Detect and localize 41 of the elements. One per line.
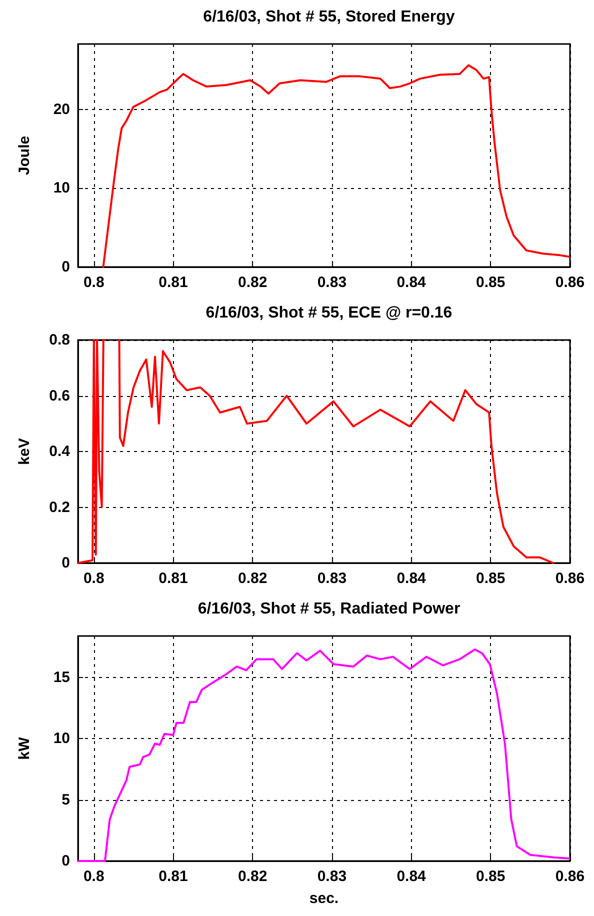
x-tick-label: 0.82 xyxy=(238,274,268,291)
chart-title: 6/16/03, Shot # 55, ECE @ r=0.16 xyxy=(206,304,452,322)
x-tick-label: 0.83 xyxy=(317,868,347,885)
x-tick-label: 0.82 xyxy=(238,868,268,885)
y-tick-label: 15 xyxy=(53,669,70,686)
x-tick-label: 0.86 xyxy=(555,274,585,291)
x-tick-label: 0.84 xyxy=(396,570,427,587)
y-tick-label: 0 xyxy=(62,554,70,572)
y-tick-label: 20 xyxy=(53,100,70,118)
y-axis-title: keV xyxy=(16,438,33,465)
x-tick-label: 0.82 xyxy=(238,570,268,587)
line-series xyxy=(102,64,570,268)
x-tick-label: 0.84 xyxy=(396,274,427,291)
y-tick-label: 0.8 xyxy=(49,332,70,348)
x-tick-label: 0.8 xyxy=(83,274,104,291)
x-tick-label: 0.86 xyxy=(555,868,585,885)
x-tick-label: 0.8 xyxy=(83,868,104,885)
y-tick-label: 0 xyxy=(62,258,70,276)
y-tick-label: 0 xyxy=(62,852,70,870)
x-tick-label: 0.84 xyxy=(396,868,427,885)
y-tick-label: 5 xyxy=(62,791,70,808)
y-tick-label: 10 xyxy=(53,180,70,197)
y-tick-label: 10 xyxy=(53,730,70,748)
x-axis-title: sec. xyxy=(309,890,339,907)
chart-title: 6/16/03, Shot # 55, Stored Energy xyxy=(203,8,455,26)
y-tick-label: 0.4 xyxy=(49,443,71,460)
y-axis-title: Joule xyxy=(16,136,33,176)
x-tick-label: 0.81 xyxy=(158,570,188,587)
x-tick-label: 0.85 xyxy=(476,570,506,587)
x-tick-label: 0.85 xyxy=(476,868,506,885)
x-tick-label: 0.81 xyxy=(158,868,188,885)
x-tick-label: 0.83 xyxy=(317,274,347,291)
x-tick-label: 0.83 xyxy=(317,570,347,587)
x-tick-label: 0.8 xyxy=(83,570,104,587)
chart-title: 6/16/03, Shot # 55, Radiated Power xyxy=(198,600,460,618)
x-tick-label: 0.86 xyxy=(555,570,585,587)
y-tick-label: 0.6 xyxy=(49,387,70,404)
y-tick-label: 0.2 xyxy=(49,498,70,516)
x-tick-label: 0.81 xyxy=(158,274,188,291)
y-axis-title: kW xyxy=(16,736,33,760)
x-tick-label: 0.85 xyxy=(476,274,506,291)
